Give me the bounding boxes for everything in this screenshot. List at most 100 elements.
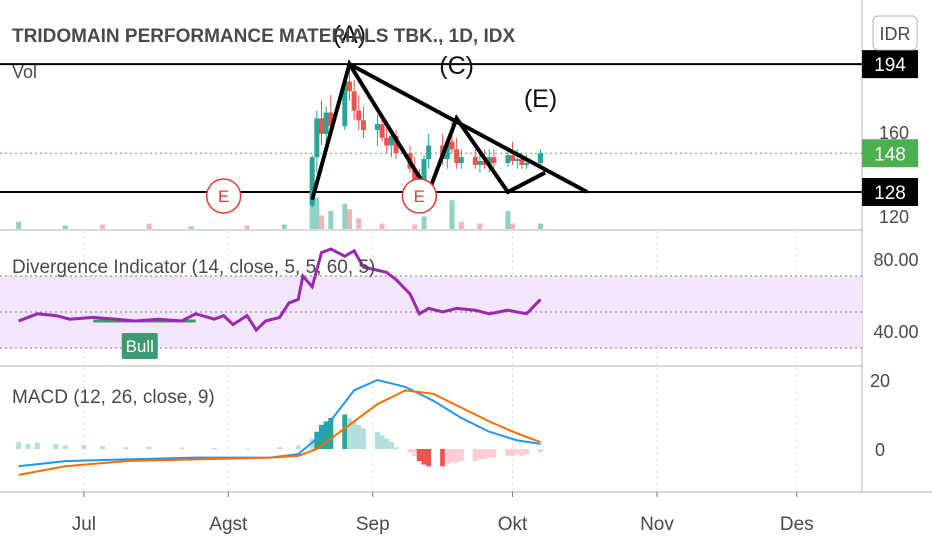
- candle-body: [356, 110, 362, 121]
- macd-histogram-bar: [482, 449, 488, 460]
- macd-histogram-bar: [360, 428, 366, 449]
- x-tick-label: Des: [780, 514, 814, 535]
- candle-body: [486, 157, 492, 165]
- candle-body: [346, 81, 352, 92]
- volume-bar: [62, 225, 68, 229]
- bull-label-text: Bull: [126, 337, 154, 356]
- x-tick-label: Okt: [498, 514, 528, 535]
- candle-body: [309, 157, 315, 206]
- elliott-wave-path[interactable]: [310, 59, 547, 201]
- candle-body: [319, 118, 325, 134]
- macd-histogram-bar: [277, 447, 283, 449]
- divergence-line: [18, 247, 542, 333]
- volume-bar: [319, 215, 325, 229]
- macd-histogram-bar: [244, 448, 250, 450]
- macd-histogram-bar: [342, 414, 348, 449]
- macd-histogram-bar: [537, 449, 543, 453]
- price-badge-label: 128: [874, 183, 906, 204]
- macd-histogram-bar: [454, 449, 460, 463]
- volume-bar: [537, 223, 543, 229]
- candle-body: [412, 168, 418, 181]
- macd-histogram-bar: [477, 449, 483, 460]
- volume-bar: [421, 216, 427, 229]
- volume-bar: [356, 218, 362, 229]
- volume-bar: [16, 221, 22, 229]
- candle-body: [342, 81, 348, 127]
- macd-histogram-bar: [524, 449, 530, 455]
- macd-histogram-bar: [346, 417, 352, 449]
- candle-body: [519, 159, 525, 165]
- currency-label: IDR: [880, 24, 911, 44]
- candle-body: [505, 155, 511, 163]
- volume-bar: [412, 224, 418, 229]
- currency-button[interactable]: [872, 15, 918, 51]
- macd-histogram-bar: [421, 449, 427, 465]
- candle-body: [449, 141, 455, 150]
- price-badge: [862, 178, 918, 206]
- candle-body: [360, 120, 366, 130]
- divergence-tick-label: 40.00: [873, 322, 918, 342]
- price-badge: [862, 50, 918, 79]
- triangle-trendline[interactable]: [348, 62, 589, 194]
- price-badge-label: 194: [874, 55, 906, 76]
- macd-histogram-bar: [486, 449, 492, 458]
- signal-line: [18, 389, 541, 476]
- macd-histogram-bar: [426, 449, 432, 467]
- macd-histogram-bar: [444, 449, 450, 465]
- macd-histogram-bar: [519, 449, 525, 456]
- macd-title: MACD (12, 26, close, 9): [12, 387, 215, 408]
- volume-label: Vol: [12, 62, 37, 82]
- volume-bar: [510, 223, 516, 229]
- volume-bar: [328, 211, 334, 229]
- macd-histogram-bar: [514, 449, 520, 455]
- x-tick-label: Jul: [72, 514, 96, 535]
- price-tick-label: 120: [879, 207, 909, 227]
- candle-body: [328, 112, 334, 127]
- macd-histogram-bar: [319, 424, 325, 449]
- earnings-marker[interactable]: [401, 178, 438, 214]
- divergence-tick-label: 80.00: [873, 250, 918, 270]
- x-tick-label: Agst: [209, 514, 248, 535]
- macd-histogram-bar: [412, 449, 418, 456]
- macd-histogram-bar: [146, 446, 152, 449]
- candle-body: [514, 159, 520, 161]
- macd-histogram-bar: [393, 447, 399, 449]
- macd-histogram-bar: [472, 449, 478, 462]
- macd-histogram-bar: [458, 449, 464, 462]
- macd-tick-label: 0: [875, 440, 885, 460]
- macd-histogram-bar: [295, 445, 301, 449]
- earnings-marker[interactable]: [205, 178, 242, 214]
- wave-label: (C): [439, 52, 474, 80]
- price-badge: [862, 139, 918, 168]
- macd-histogram-bar: [388, 442, 394, 449]
- candle-body: [510, 155, 516, 161]
- macd-histogram-bar: [351, 421, 357, 449]
- divergence-title: Divergence Indicator (14, close, 5, 5, 6…: [12, 257, 375, 278]
- candle-body: [491, 157, 497, 163]
- earnings-marker-label: E: [218, 187, 229, 206]
- symbol-title: TRIDOMAIN PERFORMANCE MATERIALS TBK., 1D…: [12, 26, 515, 47]
- price-badge-label: 148: [874, 144, 906, 165]
- candle-body: [374, 124, 380, 130]
- volume-bar: [458, 221, 464, 229]
- volume-bar: [346, 209, 352, 229]
- volume-bar: [505, 211, 511, 229]
- macd-histogram-bar: [407, 449, 413, 453]
- price-tick-label: 160: [879, 123, 909, 143]
- candle-body: [314, 118, 320, 158]
- macd-histogram-bar: [211, 447, 217, 449]
- macd-histogram-bar: [53, 443, 59, 449]
- macd-histogram-bar: [505, 449, 511, 456]
- candle-body: [426, 145, 432, 160]
- candle-body: [444, 141, 450, 160]
- volume-bar: [449, 200, 455, 229]
- volume-bar: [342, 203, 348, 229]
- macd-line: [18, 378, 541, 468]
- volume-bar: [281, 224, 287, 229]
- candle-body: [323, 112, 329, 134]
- volume-bar: [100, 224, 106, 229]
- candle-body: [477, 161, 483, 165]
- candle-body: [393, 135, 399, 154]
- macd-histogram-bar: [179, 447, 185, 449]
